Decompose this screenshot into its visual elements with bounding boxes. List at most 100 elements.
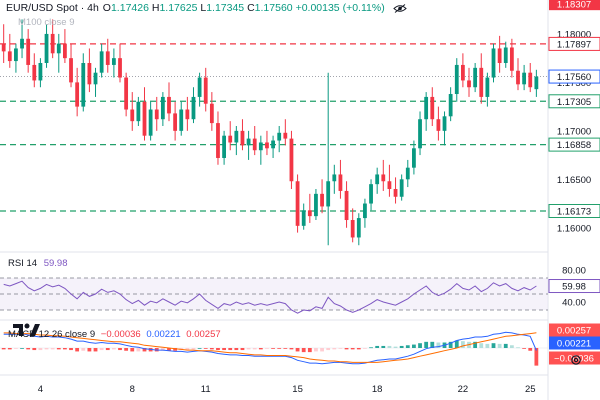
macd-histogram-bar <box>258 348 263 350</box>
macd-tag-bg <box>549 323 600 337</box>
candle-body <box>375 174 380 185</box>
indicator-sub-label: M100 close 9 <box>18 17 75 28</box>
rsi-line <box>3 280 537 314</box>
rsi-tick-label: 80.00 <box>562 266 586 277</box>
macd-histogram-bar <box>295 348 300 352</box>
macd-histogram-bar <box>301 348 306 353</box>
high-tag-bg <box>549 0 600 11</box>
macd-histogram-bar <box>197 348 202 349</box>
level-tag-label: 1.17897 <box>557 39 591 50</box>
candle-body <box>271 140 275 149</box>
price-tick-label: 1.17000 <box>557 126 591 137</box>
macd-histogram-bar <box>534 348 539 366</box>
last-price-tag-label: 1.17560 <box>557 72 591 83</box>
macd-histogram-bar <box>38 348 43 351</box>
macd-histogram-bar <box>528 348 533 351</box>
candle-body <box>191 96 196 120</box>
macd-histogram-bar <box>203 348 208 349</box>
candle-body <box>234 130 239 143</box>
candle-body <box>20 38 24 49</box>
candle-body <box>203 77 208 104</box>
macd-histogram-bar <box>399 345 404 348</box>
chart-header: EUR/USD Spot · 4h O1.17426 H1.17625 L1.1… <box>6 2 407 14</box>
macd-histogram-bar <box>448 341 453 348</box>
candle-body <box>332 174 337 182</box>
macd-histogram-bar <box>142 348 147 352</box>
candle-body <box>252 138 257 151</box>
candle-body <box>283 132 288 139</box>
candle-body <box>344 190 349 221</box>
candle-body <box>56 43 61 54</box>
macd-histogram-bar <box>69 348 73 351</box>
candle-body <box>216 123 220 158</box>
level-tag-label: 1.16173 <box>557 207 591 218</box>
date-tick-label: 8 <box>130 384 135 395</box>
candle-body <box>295 181 300 226</box>
candle-body <box>136 101 141 122</box>
candle-body <box>418 119 422 149</box>
settings-gear-icon[interactable] <box>570 354 582 366</box>
macd-histogram-bar <box>130 348 135 352</box>
macd-histogram-bar <box>93 348 98 352</box>
macd-histogram-bar <box>1 348 6 350</box>
macd-histogram-bar <box>50 348 55 350</box>
price-tick-label: 1.18000 <box>557 29 591 40</box>
candle-body <box>430 96 435 120</box>
candle-body <box>87 63 92 85</box>
candle-body <box>534 76 539 90</box>
symbol-label[interactable]: EUR/USD Spot · 4h <box>6 2 99 14</box>
macd-histogram-bar <box>111 348 116 350</box>
candle-body <box>142 101 147 136</box>
candle-body <box>173 113 178 131</box>
macd-tag-bg <box>549 336 600 350</box>
candle-body <box>405 167 410 180</box>
macd-histogram-bar <box>393 346 398 348</box>
candle-body <box>399 179 404 197</box>
candle-body <box>167 96 171 114</box>
macd-histogram-bar <box>350 348 355 350</box>
signal-line <box>3 332 537 363</box>
candle-body <box>491 48 496 78</box>
candle-body <box>124 77 129 110</box>
macd-histogram-bar <box>283 348 288 349</box>
candle-body <box>32 64 37 81</box>
candle-body <box>63 43 67 59</box>
macd-histogram-bar <box>479 343 484 348</box>
candle-body <box>179 109 184 131</box>
macd-histogram-bar <box>234 348 239 351</box>
macd-histogram-bar <box>375 345 380 348</box>
macd-histogram-bar <box>424 341 429 348</box>
candle-body <box>118 58 122 78</box>
macd-tag-label: 0.00221 <box>557 339 591 350</box>
eye-icon[interactable] <box>392 3 407 13</box>
price-tick-label: 1.16000 <box>557 223 591 234</box>
candle-body <box>314 193 318 217</box>
macd-histogram-bar <box>473 341 478 348</box>
candle-body <box>479 67 484 97</box>
macd-histogram-bar <box>252 348 257 350</box>
candle-body <box>160 96 165 120</box>
rsi-value: 59.98 <box>43 258 68 269</box>
last-price-tag-bg <box>548 69 600 84</box>
level-tag-label: 1.17305 <box>557 97 591 108</box>
macd-histogram-bar <box>26 348 31 350</box>
macd-histogram-bar <box>314 348 318 352</box>
candle-body <box>320 193 324 207</box>
date-tick-label: 22 <box>458 384 469 395</box>
macd-histogram-bar <box>118 348 122 351</box>
candle-body <box>363 203 367 219</box>
candle-body <box>412 148 416 168</box>
macd-histogram-bar <box>497 343 502 348</box>
macd-histogram-bar <box>503 343 508 348</box>
candle-body <box>69 58 73 83</box>
candle-body <box>81 63 86 107</box>
macd-histogram-bar <box>63 348 67 350</box>
macd-histogram-bar <box>87 348 92 352</box>
candle-body <box>448 94 453 117</box>
open-value: 1.17426 <box>110 2 149 14</box>
candle-body <box>258 142 263 151</box>
macd-histogram-bar <box>32 348 37 351</box>
macd-histogram-bar <box>485 343 490 348</box>
macd-histogram-bar <box>191 348 196 350</box>
candle-body <box>38 63 43 81</box>
